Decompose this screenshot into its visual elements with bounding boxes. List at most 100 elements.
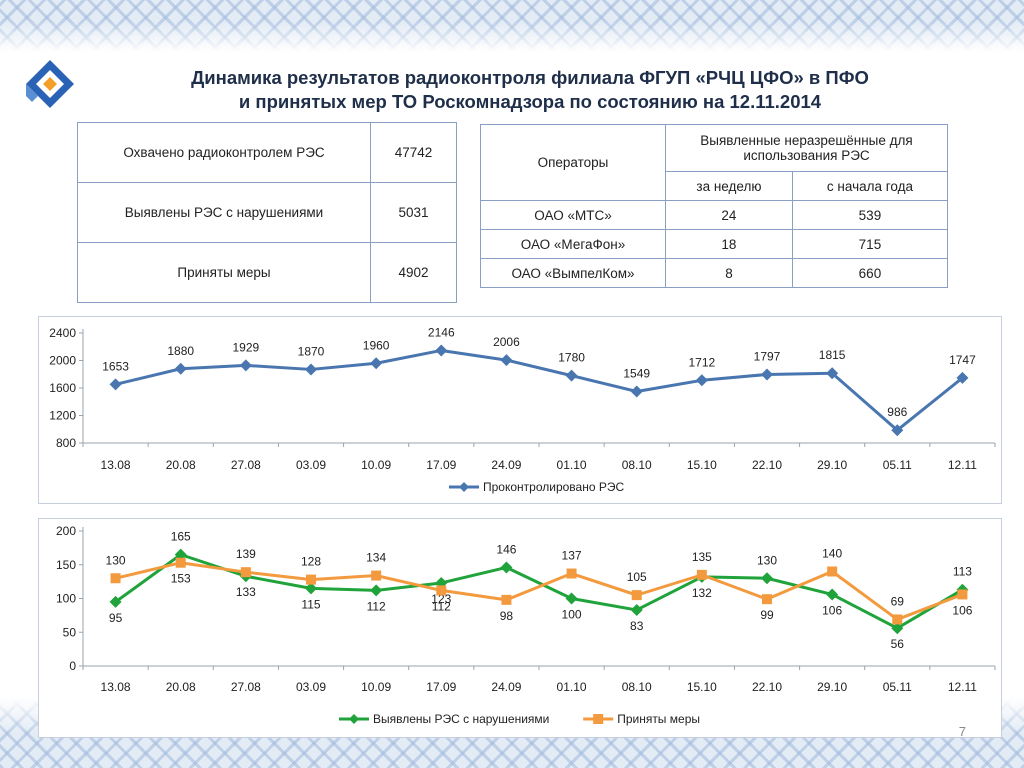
page-title: Динамика результатов радиоконтроля филиа…: [130, 66, 930, 114]
chart-controlled-res: 800 1200 1600 2000 2400 13.08 20.08 27.08 03.09 1…: [38, 316, 1002, 504]
summary-label: Приняты меры: [77, 242, 371, 303]
data-label: 1780: [558, 351, 585, 365]
x-tick-label: 24.09: [491, 458, 521, 472]
x-tick-label: 27.08: [231, 680, 261, 694]
y-tick-label: 150: [56, 558, 76, 572]
legend-label: Приняты меры: [617, 712, 700, 726]
table-row: Приняты меры 4902: [77, 242, 457, 303]
data-label: 1870: [298, 344, 325, 358]
data-label: 1549: [623, 367, 650, 381]
data-point: [109, 378, 122, 391]
data-label: 130: [106, 553, 126, 567]
data-point: [109, 595, 122, 608]
operator-year: 660: [791, 258, 949, 288]
data-point: [174, 362, 187, 375]
data-label: 134: [366, 551, 386, 565]
x-tick-label: 29.10: [817, 458, 847, 472]
data-label: 105: [627, 570, 647, 584]
data-label: 1797: [754, 349, 781, 363]
summary-table: Охвачено радиоконтролем РЭС 47742 Выявле…: [77, 122, 457, 303]
data-label: 112: [432, 599, 451, 613]
data-point: [436, 585, 447, 596]
legend-entry: Проконтролировано РЭС: [449, 480, 624, 494]
x-tick-label: 05.11: [883, 458, 912, 472]
x-tick-label: 17.09: [426, 458, 456, 472]
y-tick-label: 1600: [49, 381, 76, 395]
data-point: [761, 368, 773, 381]
x-tick-label: 13.08: [101, 458, 131, 472]
operator-year: 715: [791, 229, 949, 259]
chart-violations-measures: 0 50 100 150 200 13.08 20.08 27.08 03.09 10.09 17.…: [38, 518, 1002, 738]
data-label: 95: [109, 611, 123, 625]
data-label: 69: [891, 594, 905, 608]
x-tick-label: 24.09: [491, 680, 521, 694]
data-point: [305, 582, 317, 595]
x-tick-label: 08.10: [622, 680, 652, 694]
x-tick-label: 03.09: [296, 680, 326, 694]
data-label: 123: [431, 592, 451, 606]
roskomnadzor-logo-icon: [26, 60, 74, 108]
data-point: [891, 622, 904, 635]
header-group: Выявленные неразрешённые для использован…: [665, 124, 948, 172]
table-row: Выявлены РЭС с нарушениями 5031: [77, 182, 457, 243]
x-tick-label: 20.08: [166, 458, 196, 472]
table-row: ОАО «МегаФон» 18 715: [480, 229, 949, 259]
data-point: [306, 574, 316, 585]
header-year: с начала года: [791, 171, 949, 201]
chart-svg: 800 1200 1600 2000 2400 13.08 20.08 27.08 03.09 1…: [49, 325, 996, 494]
data-point: [500, 561, 513, 574]
data-label: 100: [562, 608, 582, 622]
title-line-2: и принятых мер ТО Роскомнадзора по состо…: [238, 91, 822, 112]
x-tick-label: 20.08: [166, 680, 196, 694]
summary-label: Выявлены РЭС с нарушениями: [77, 182, 371, 243]
data-point: [501, 594, 512, 605]
y-tick-label: 50: [63, 625, 77, 639]
chart-svg: 0 50 100 150 200 13.08 20.08 27.08 03.09 10.09 17.…: [56, 524, 996, 726]
data-point: [370, 357, 383, 370]
data-label: 146: [496, 542, 516, 556]
data-label: 1929: [233, 340, 260, 354]
legend-label: Проконтролировано РЭС: [483, 480, 624, 494]
x-tick-label: 10.09: [361, 680, 391, 694]
data-point: [174, 548, 187, 561]
data-point: [827, 566, 838, 577]
x-tick-label: 01.10: [557, 458, 587, 472]
operator-name: ОАО «МТС»: [480, 200, 666, 230]
x-tick-label: 01.10: [557, 680, 587, 694]
table-row: Охвачено радиоконтролем РЭС 47742: [77, 122, 457, 183]
data-label: 139: [236, 547, 256, 561]
data-point: [371, 570, 382, 581]
data-label: 113: [953, 565, 972, 579]
data-label: 99: [760, 608, 774, 622]
data-point: [630, 385, 643, 398]
data-label: 1815: [819, 348, 846, 362]
x-tick-label: 13.08: [101, 680, 131, 694]
data-point: [565, 369, 578, 382]
legend-marker: [349, 714, 359, 724]
series-line: [114, 553, 964, 630]
legend-entry: Приняты меры: [583, 712, 700, 726]
operators-table: Операторы Выявленные неразрешённые для и…: [480, 124, 949, 288]
legend-label: Выявлены РЭС с нарушениями: [373, 712, 549, 726]
data-point: [630, 603, 643, 616]
data-point: [695, 374, 708, 387]
legend-marker: [459, 482, 469, 492]
table-header-row: за неделю с начала года: [481, 171, 949, 201]
data-label: 132: [692, 586, 712, 600]
data-point: [957, 589, 968, 600]
y-tick-label: 2000: [49, 354, 76, 368]
operator-week: 8: [665, 258, 793, 288]
data-label: 133: [236, 585, 256, 599]
data-label: 1747: [949, 353, 976, 367]
data-point: [240, 567, 251, 578]
x-tick-label: 12.11: [948, 458, 977, 472]
data-label: 83: [630, 619, 644, 633]
data-label: 1712: [689, 355, 716, 369]
data-point: [696, 569, 707, 580]
data-label: 112: [367, 599, 386, 613]
data-point: [631, 590, 642, 601]
y-tick-label: 200: [56, 524, 76, 538]
data-point: [566, 568, 577, 579]
summary-label: Охвачено радиоконтролем РЭС: [77, 122, 371, 183]
legend-entry: Выявлены РЭС с нарушениями: [339, 712, 549, 726]
